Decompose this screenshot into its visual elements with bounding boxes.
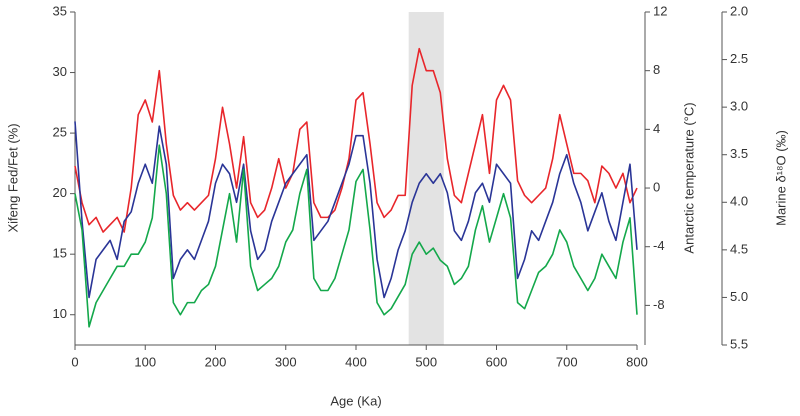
y-tick-label: 25 — [53, 125, 67, 140]
x-tick-label: 100 — [134, 354, 156, 369]
x-axis-title: Age (Ka) — [330, 393, 381, 408]
y3-tick-label: 3.0 — [730, 99, 748, 114]
y2-tick-label: 8 — [653, 62, 660, 77]
y3-tick-label: 3.5 — [730, 146, 748, 161]
y2-tick-label: 0 — [653, 179, 660, 194]
y3-tick-label: 5.5 — [730, 336, 748, 351]
x-tick-label: 600 — [486, 354, 508, 369]
y-tick-label: 10 — [53, 306, 67, 321]
series-line — [74, 144, 638, 328]
x-tick-label: 300 — [275, 354, 297, 369]
series-line — [74, 121, 638, 299]
y2-tick-label: -4 — [653, 238, 665, 253]
shaded-range — [408, 12, 444, 345]
y3-tick-label: 2.5 — [730, 51, 748, 66]
x-tick-label: 700 — [556, 354, 578, 369]
y2-tick-label: -8 — [653, 297, 665, 312]
series-line — [74, 47, 638, 233]
y2-tick-label: 4 — [653, 121, 660, 136]
y3-tick-label: 2.0 — [730, 3, 748, 18]
y-tick-label: 35 — [53, 3, 67, 18]
y-axis-title: Xifeng Fed/Fet (%) — [5, 123, 20, 232]
x-tick-label: 200 — [205, 354, 227, 369]
y2-tick-label: 12 — [653, 3, 667, 18]
y3-tick-label: 4.5 — [730, 241, 748, 256]
x-tick-label: 0 — [71, 354, 78, 369]
y3-tick-label: 5.0 — [730, 289, 748, 304]
y3-tick-label: 4.0 — [730, 194, 748, 209]
y3-axis-title: Marine δ¹⁸O (‰) — [773, 130, 788, 226]
y-tick-label: 20 — [53, 185, 67, 200]
y-tick-label: 30 — [53, 64, 67, 79]
x-tick-label: 400 — [345, 354, 367, 369]
x-tick-label: 500 — [415, 354, 437, 369]
x-tick-label: 800 — [626, 354, 648, 369]
y2-axis-title: Antarctic temperature (°C) — [681, 102, 696, 253]
y-tick-label: 15 — [53, 246, 67, 261]
